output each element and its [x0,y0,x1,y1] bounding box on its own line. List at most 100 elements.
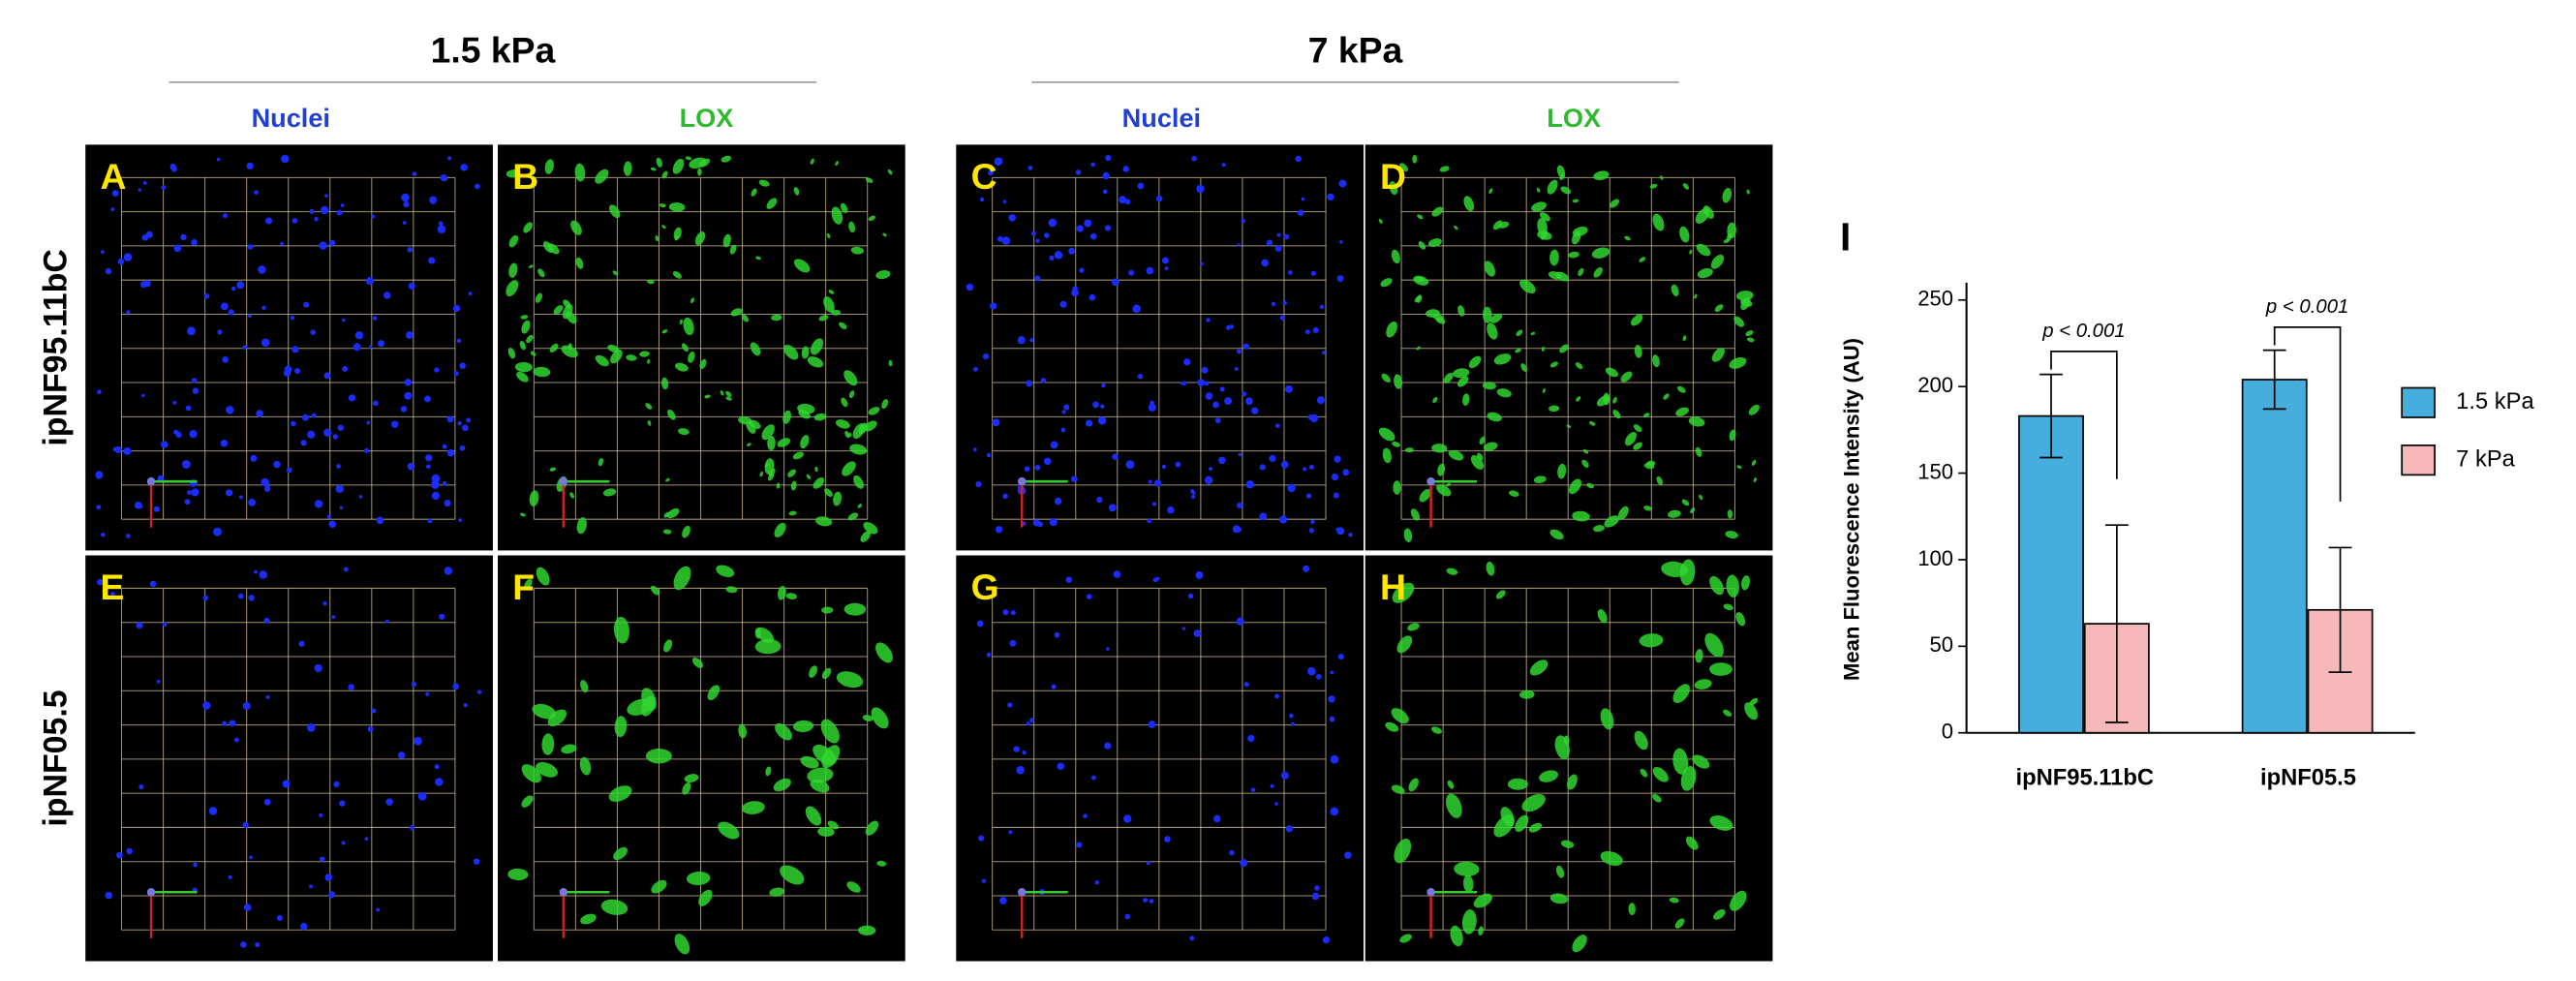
cell [446,448,455,457]
cell [1035,238,1040,243]
cell [1744,702,1759,720]
cell [1236,617,1244,626]
cell [385,619,389,624]
cell [1242,343,1250,350]
cell [681,343,689,353]
cell [612,270,619,276]
cell [403,201,410,208]
cell [1495,590,1506,599]
cell [1086,419,1093,427]
cell [754,628,762,639]
cell [836,671,864,689]
cell [230,286,236,291]
cell [1071,289,1079,297]
panel-letter: B [512,156,538,197]
cell [988,169,994,176]
cell [553,305,564,315]
cell [456,338,462,344]
cell [169,163,176,170]
cell [1652,213,1665,231]
cell [1457,376,1469,387]
cell [1027,166,1033,170]
cell [780,865,805,885]
cell [1389,181,1398,196]
cell [1746,189,1750,195]
cell [1679,226,1690,243]
cell [1026,380,1033,387]
cell [1710,254,1725,269]
channel-label: LOX [1547,103,1601,133]
cell [972,447,977,452]
cell [1439,166,1450,172]
panel-letter: D [1380,156,1406,197]
cell [192,387,199,394]
cell [1713,908,1726,920]
cell [309,884,313,889]
cell [1259,512,1268,521]
cell [665,477,670,482]
cell [1287,269,1293,275]
cell [397,751,406,759]
cell [434,367,440,373]
cell [281,154,290,164]
cell [1282,300,1287,306]
cell [1054,631,1060,638]
cell [407,247,413,253]
cell [1049,518,1058,527]
cell [1392,441,1400,447]
cell [342,365,349,372]
cell [173,244,182,253]
legend-swatch [2401,445,2436,476]
cell [972,366,978,372]
cell [1205,392,1213,400]
cell [1209,467,1213,472]
cell [849,444,868,455]
axis-indicator [559,476,568,486]
cell [716,565,735,578]
cell [1549,249,1559,266]
cell [1412,154,1418,164]
cell [666,507,680,519]
cell [1089,293,1096,301]
cell [1291,721,1295,726]
cell [1519,690,1535,699]
cell [126,847,133,855]
cell [1723,603,1733,611]
cell [1643,506,1652,511]
cell [1104,742,1112,750]
cell [376,907,381,912]
cell [1509,490,1519,497]
cell [323,428,332,437]
cell [328,891,336,899]
y-tick-label: 100 [1917,546,1953,570]
error-bar [2262,349,2286,411]
x-tick-label: ipNF95.11bC [2015,765,2154,791]
cell [1446,482,1452,487]
cell [1102,189,1108,195]
cell [1597,609,1608,624]
cell [1251,407,1259,414]
cell [1167,506,1175,514]
cell [1575,362,1583,370]
cell [1709,815,1733,831]
cell [541,733,555,755]
cell [1094,880,1099,885]
cell [1175,461,1181,468]
cell [694,231,706,246]
cell [817,826,835,837]
cell [111,190,119,198]
cell [1391,249,1400,264]
panel-letter: A [100,156,126,197]
cell [1195,570,1204,579]
cell [263,617,270,624]
cell [521,764,541,783]
cell [1308,464,1314,470]
cell [835,161,840,166]
cell [228,874,232,879]
cell [1711,348,1725,362]
cell [1101,383,1106,388]
cell [400,406,408,413]
image-panel: E [85,555,493,962]
cell [645,403,653,410]
cell [659,203,666,208]
